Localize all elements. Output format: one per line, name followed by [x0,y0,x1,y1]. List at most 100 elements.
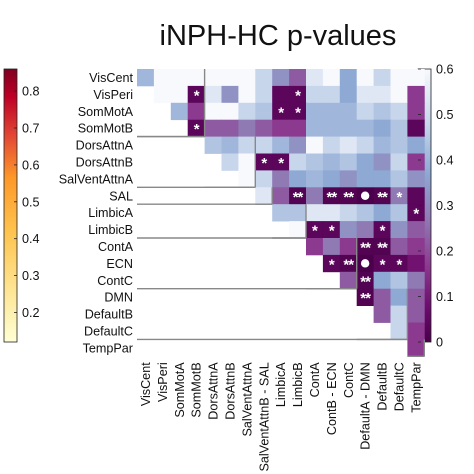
heatmap-cell [306,136,324,154]
heatmap-cell [322,85,341,104]
module-outlines [137,69,425,357]
heatmap-cell [390,204,408,222]
heatmap-cell [407,119,425,137]
significance-star: * [413,206,419,223]
heatmap-cell [255,69,273,87]
y-tick-label: DorsAttnB [76,155,133,169]
heatmap-cell [204,85,222,104]
heatmap-cell [238,85,256,104]
heatmap-cell [221,119,239,137]
y-tick-label: DefaultB [85,308,133,322]
x-tick-label: DefaultA - DMN [359,362,373,449]
heatmap-cell [306,238,324,256]
heatmap-cell [373,305,391,323]
significance-star: ** [377,239,388,256]
heatmap-cell [339,221,358,239]
significance-star: ** [293,189,304,206]
left-colorbar-tick-label: 0.6 [22,158,40,172]
heatmap-cell [407,322,425,340]
heatmap-cell [373,136,391,154]
x-tick-label: DorsAttnB [223,362,237,419]
left-colorbar-ticks: 0.2 0.3 0.4 0.5 0.6 0.7 0.8 [14,85,40,320]
x-tick-labels: VisCent VisPeri SomMotA SomMotB DorsAttnA Dor… [139,362,423,472]
heatmap-cell [221,102,239,121]
heatmap-cell [289,204,307,222]
significance-star: * [329,256,335,273]
significance-star: ** [377,189,388,206]
heatmap-cell [221,69,239,87]
x-tick-label: DorsAttnA [207,362,221,420]
right-colorbar-tick-label: 0.6 [436,63,454,77]
heatmap-cell [322,119,341,137]
significance-star: * [194,121,200,138]
heatmap-cell [339,254,358,273]
heatmap-cell [187,85,205,104]
y-tick-label: ContA [98,240,134,254]
heatmap-cell [407,288,425,306]
heatmap-cell [153,69,172,87]
heatmap-cell [373,204,391,222]
x-tick-label: ContB - ECN [325,362,339,435]
left-colorbar-tick-label: 0.4 [22,232,40,246]
heatmap-cell [407,238,425,256]
left-colorbar-tick-label: 0.7 [22,122,40,136]
heatmap-cell [390,153,408,171]
significance-star: * [295,87,301,104]
heatmap-cell [322,238,341,256]
heatmap-cell [289,136,307,154]
right-colorbar-tick-label: 0 [436,336,443,350]
heatmap-cell [356,288,374,306]
heatmap-cell [356,102,374,121]
heatmap-cell [373,153,391,171]
significance-star: ** [360,239,371,256]
heatmap-cell [373,170,391,188]
significance-star: * [397,256,403,273]
significance-dot [360,191,370,200]
y-tick-label: DorsAttnA [76,139,134,153]
heatmap-cell [407,69,425,87]
heatmap-cell [339,69,358,87]
heatmap-cell [322,254,341,273]
heatmap-cell [204,102,222,121]
significance-star: * [261,155,267,172]
heatmap-cell [339,136,358,154]
heatmap-cell [339,271,358,290]
heatmap-cell [221,153,239,171]
right-colorbar-tick-label: 0.2 [436,245,454,259]
heatmap-cell [204,136,222,154]
x-tick-label: LimbicA [274,362,288,407]
y-tick-label: DMN [104,291,133,305]
x-tick-label: TempPar [409,362,423,412]
heatmap-cell [407,170,425,188]
x-tick-label: SalVentAttnB - SAL [257,362,271,471]
y-tick-label: SalVentAttnA [59,172,134,186]
heatmap-cell [407,254,425,273]
heatmap-cell [238,153,256,171]
heatmap-cell [272,85,290,104]
heatmap-cell [306,187,324,205]
heatmap-cell [390,238,408,256]
y-tick-label: TempPar [83,341,133,355]
x-tick-label: LimbicB [291,362,305,407]
heatmap-cell [170,69,189,87]
heatmap-cell [390,85,408,104]
heatmap-cell [322,102,341,121]
y-tick-label: DefaultC [84,324,133,338]
significance-star: * [397,189,403,206]
heatmap-cell [306,153,324,171]
heatmap-cell [390,322,408,340]
heatmap-cell [272,69,290,87]
heatmap-cell [373,288,391,306]
heatmap-cell [272,204,290,222]
heatmap-cell [187,119,205,137]
heatmap-cell [322,153,341,171]
heatmap-cell [407,153,425,171]
heatmap-cell [289,85,307,104]
y-tick-label: ContC [97,274,133,288]
heatmap-cell [390,271,408,290]
y-tick-labels: VisCent VisPeri SomMotA SomMotB DorsAttnA Dor… [59,71,134,355]
heatmap-cell [238,136,256,154]
heatmap-cell [373,69,391,87]
heatmap-cell [356,170,374,188]
heatmap-cell [407,305,425,323]
